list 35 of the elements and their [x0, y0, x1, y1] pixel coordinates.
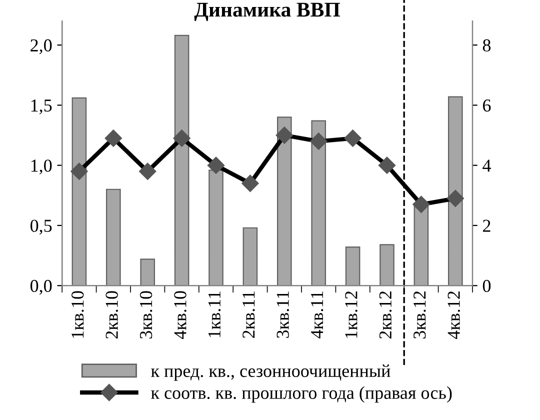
x-tick-label: 1кв.11: [208, 292, 221, 338]
bar: [277, 116, 292, 286]
x-tick-label: 1кв.12: [345, 291, 358, 338]
x-tick-label: 4кв.12: [448, 291, 460, 339]
y2-tick-label: 0: [482, 280, 491, 292]
bar: [311, 120, 326, 286]
y-tick-label: 1,5: [31, 100, 52, 114]
y2-tick-label: 8: [482, 39, 491, 52]
x-tick-label: 4кв.10: [174, 291, 186, 339]
bar: [72, 97, 87, 286]
bar: [140, 258, 155, 286]
x-tick-label: 3кв.11: [276, 292, 289, 338]
bar: [106, 188, 121, 286]
y-tick-label: 1,0: [31, 160, 52, 174]
bar: [345, 246, 360, 286]
x-tick-label: 3кв.10: [140, 291, 152, 338]
bar: [242, 227, 258, 286]
bar: [174, 34, 190, 286]
legend-label: к соотв. кв. прошлого года (правая ось): [151, 386, 452, 403]
y-tick-label: 2,0: [30, 39, 52, 54]
y2-tick-label: 6: [483, 100, 491, 112]
bar: [448, 96, 463, 286]
x-tick-label: 2кв.10: [106, 291, 118, 339]
x-tick-label: 2кв.12: [379, 291, 392, 339]
legend-label: к пред. кв., сезонноочищенный: [151, 364, 390, 381]
x-tick-label: 4кв.11: [311, 292, 324, 338]
y-tick-label: 0,5: [30, 220, 52, 235]
x-tick-label: 2кв.11: [242, 292, 255, 338]
y2-tick-label: 4: [482, 160, 491, 172]
y-tick-label: 0,0: [30, 280, 52, 295]
bar: [380, 244, 394, 286]
y2-tick-label: 2: [483, 220, 490, 232]
chart-title: Динамика ВВП: [194, 2, 340, 21]
x-tick-label: 1кв.10: [72, 291, 84, 338]
x-tick-label: 3кв.12: [414, 291, 426, 338]
